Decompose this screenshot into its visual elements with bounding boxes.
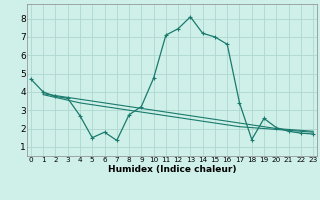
X-axis label: Humidex (Indice chaleur): Humidex (Indice chaleur) [108,165,236,174]
